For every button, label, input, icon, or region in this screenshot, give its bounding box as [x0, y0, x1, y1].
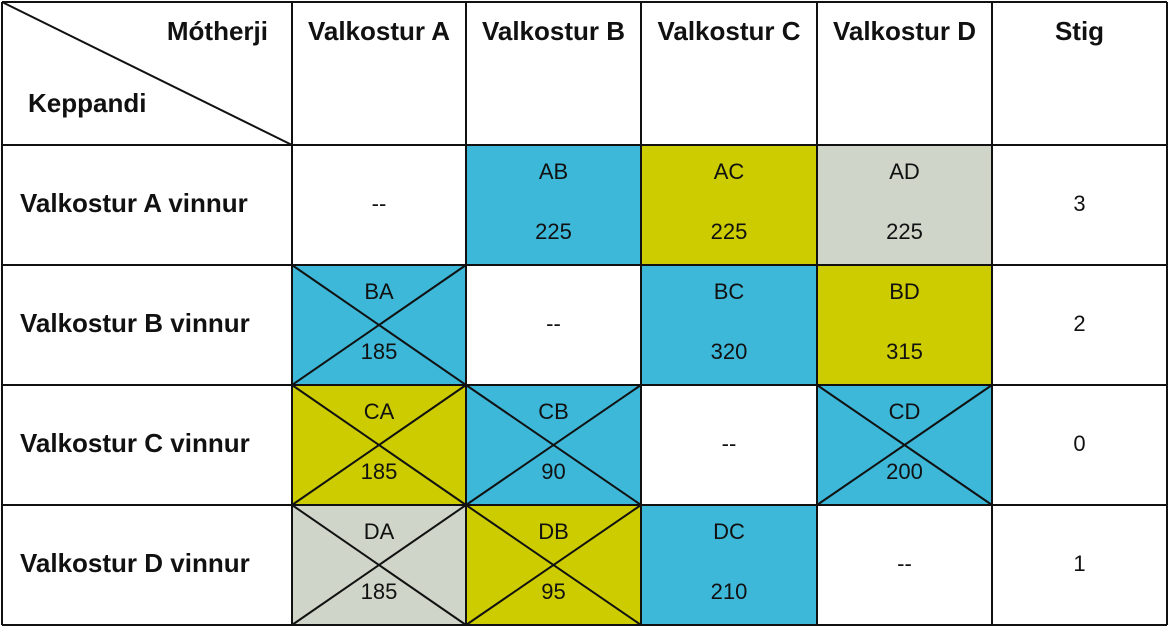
match-code: DC [713, 519, 745, 544]
cross-line [291, 264, 467, 386]
points: 2 [1073, 311, 1085, 336]
row-label: Valkostur D vinnur [20, 548, 250, 578]
cell-fill [466, 145, 641, 265]
empty-cell-text: -- [897, 551, 912, 576]
empty-cell-text: -- [546, 311, 561, 336]
match-value: 185 [361, 339, 398, 364]
column-header: Valkostur D [833, 16, 976, 46]
match-value: 315 [886, 339, 923, 364]
match-code: CD [889, 399, 921, 424]
cell-fill [817, 265, 992, 385]
cell-fill [817, 145, 992, 265]
match-code: AC [714, 159, 745, 184]
points: 1 [1073, 551, 1085, 576]
match-code: CB [538, 399, 569, 424]
match-code: BD [889, 279, 920, 304]
match-value: 320 [711, 339, 748, 364]
cross-line [291, 384, 467, 506]
column-header: Valkostur C [657, 16, 800, 46]
match-value: 185 [361, 579, 398, 604]
match-value: 185 [361, 459, 398, 484]
match-value: 225 [535, 219, 572, 244]
cross-line [465, 384, 642, 506]
match-value: 225 [711, 219, 748, 244]
row-label: Valkostur A vinnur [20, 188, 248, 218]
match-code: BC [714, 279, 745, 304]
corner-diagonal [1, 1, 293, 146]
column-header: Valkostur A [308, 16, 450, 46]
match-code: DA [364, 519, 395, 544]
match-code: AD [889, 159, 920, 184]
points: 3 [1073, 191, 1085, 216]
cross-line [465, 504, 642, 626]
column-header: Valkostur B [482, 16, 625, 46]
match-code: CA [364, 399, 395, 424]
match-code: AB [539, 159, 568, 184]
cross-line [291, 504, 467, 626]
corner-top-label: Mótherji [167, 16, 268, 46]
match-value: 210 [711, 579, 748, 604]
match-value: 225 [886, 219, 923, 244]
match-code: DB [538, 519, 569, 544]
cross-line [816, 384, 993, 506]
empty-cell-text: -- [372, 191, 387, 216]
match-value: 95 [541, 579, 565, 604]
column-header: Stig [1055, 16, 1104, 46]
cell-fill [641, 505, 817, 625]
row-label: Valkostur C vinnur [20, 428, 250, 458]
points: 0 [1073, 431, 1085, 456]
row-label: Valkostur B vinnur [20, 308, 250, 338]
corner-bottom-label: Keppandi [28, 88, 146, 118]
cell-fill [641, 265, 817, 385]
match-value: 200 [886, 459, 923, 484]
cell-fill [641, 145, 817, 265]
empty-cell-text: -- [722, 431, 737, 456]
match-value: 90 [541, 459, 565, 484]
match-code: BA [364, 279, 394, 304]
